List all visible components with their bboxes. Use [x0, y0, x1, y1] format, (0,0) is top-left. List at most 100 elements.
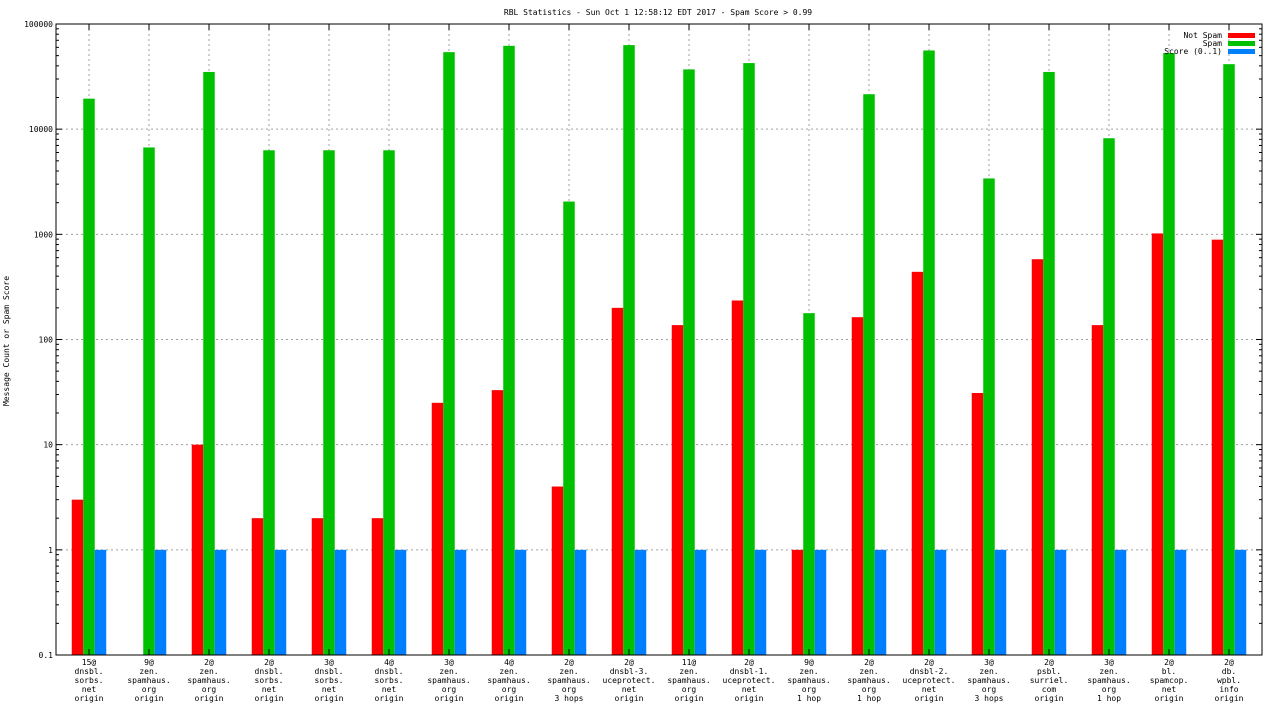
- bar-spam: [143, 147, 155, 655]
- bar-not-spam: [1031, 259, 1044, 655]
- bar-spam: [923, 50, 935, 655]
- y-tick-label: 0.1: [39, 651, 54, 660]
- bar-score-0-1: [1054, 549, 1067, 655]
- bar-not-spam: [431, 402, 444, 655]
- bar-not-spam: [551, 486, 564, 655]
- bar-not-spam: [1091, 325, 1104, 655]
- bar-spam: [1043, 71, 1055, 655]
- bar-spam: [383, 150, 395, 655]
- x-tick-label: 2@ zen. spamhaus. org 1 hop: [847, 658, 890, 703]
- bar-spam: [83, 98, 95, 656]
- legend-label: Spam: [1203, 39, 1222, 48]
- x-tick-label: 9@ zen. spamhaus. org 1 hop: [787, 658, 830, 703]
- bar-spam: [323, 150, 335, 655]
- bar-score-0-1: [754, 549, 767, 655]
- x-tick-label: 2@ dnsbl-2. uceprotect. net origin: [903, 658, 956, 703]
- x-tick-label: 3@ zen. spamhaus. org origin: [427, 658, 470, 703]
- legend-swatch: [1228, 41, 1255, 46]
- bar-score-0-1: [1174, 549, 1187, 655]
- bar-not-spam: [671, 325, 684, 655]
- x-tick-label: 2@ bl. spamcop. net origin: [1150, 658, 1189, 703]
- bar-not-spam: [611, 307, 624, 655]
- bar-score-0-1: [1114, 549, 1127, 655]
- legend-swatch: [1228, 33, 1255, 38]
- x-tick-label: 4@ dnsbl. sorbs. net origin: [375, 658, 404, 703]
- bar-spam: [983, 178, 995, 656]
- bar-score-0-1: [94, 549, 107, 655]
- bar-score-0-1: [214, 549, 227, 655]
- bar-spam: [1103, 138, 1115, 655]
- x-tick-label: 3@ zen. spamhaus. org 3 hops: [967, 658, 1010, 703]
- bar-not-spam: [1151, 233, 1164, 655]
- x-tick-label: 2@ psbl. surriel. com origin: [1030, 658, 1069, 703]
- bar-not-spam: [491, 390, 504, 655]
- x-axis-labels: 15@ dnsbl. sorbs. net origin 9@ zen. spamhaus. o…: [75, 658, 1244, 703]
- axis-ticks: 0.1 1 10 100 1000 10000 100000: [24, 20, 1262, 660]
- y-axis-label: Message Count or Spam Score: [2, 276, 11, 406]
- x-tick-label: 9@ zen. spamhaus. org origin: [127, 658, 170, 703]
- bar-spam: [803, 313, 815, 655]
- bar-not-spam: [791, 549, 804, 655]
- x-tick-label: 4@ zen. spamhaus. org origin: [487, 658, 530, 703]
- y-tick-label: 100: [39, 336, 54, 345]
- legend-label: Score (0..1): [1164, 47, 1222, 56]
- bar-score-0-1: [574, 549, 587, 655]
- bars: [71, 45, 1247, 656]
- bar-score-0-1: [934, 549, 947, 655]
- bar-not-spam: [971, 392, 984, 655]
- bar-score-0-1: [394, 549, 407, 655]
- x-tick-label: 15@ dnsbl. sorbs. net origin: [75, 658, 104, 703]
- bar-not-spam: [311, 518, 324, 655]
- x-tick-label: 3@ dnsbl. sorbs. net origin: [315, 658, 344, 703]
- bar-not-spam: [191, 444, 204, 655]
- gridlines: [56, 24, 1262, 655]
- bar-not-spam: [911, 271, 924, 655]
- bar-score-0-1: [874, 549, 887, 655]
- bar-score-0-1: [154, 549, 167, 655]
- x-tick-label: 3@ zen. spamhaus. org 1 hop: [1087, 658, 1130, 703]
- bar-spam: [743, 63, 755, 655]
- bar-score-0-1: [334, 549, 347, 655]
- bar-not-spam: [71, 499, 84, 655]
- bar-score-0-1: [514, 549, 527, 655]
- y-tick-label: 10000: [29, 125, 53, 134]
- x-tick-label: 2@ dnsbl. sorbs. net origin: [255, 658, 284, 703]
- bar-score-0-1: [454, 549, 467, 655]
- y-tick-label: 10: [43, 441, 53, 450]
- y-tick-label: 1: [48, 546, 53, 555]
- bar-spam: [863, 94, 875, 656]
- bar-score-0-1: [814, 549, 827, 655]
- x-tick-label: 2@ db. wpbl. info origin: [1215, 658, 1244, 703]
- legend-label: Not Spam: [1183, 31, 1222, 40]
- legend-swatch: [1228, 49, 1255, 54]
- bar-spam: [1223, 64, 1235, 656]
- bar-score-0-1: [694, 549, 707, 655]
- bar-score-0-1: [634, 549, 647, 655]
- bar-not-spam: [731, 300, 744, 655]
- y-tick-label: 1000: [34, 230, 53, 239]
- chart-title: RBL Statistics - Sun Oct 1 12:58:12 EDT …: [504, 8, 812, 17]
- bar-not-spam: [251, 518, 264, 655]
- bar-spam: [683, 69, 695, 656]
- bar-score-0-1: [274, 549, 287, 655]
- bar-spam: [443, 52, 455, 656]
- x-tick-label: 11@ zen. spamhaus. org origin: [667, 658, 710, 703]
- bar-not-spam: [1211, 239, 1224, 655]
- x-tick-label: 2@ dnsbl-1. uceprotect. net origin: [723, 658, 776, 703]
- bar-spam: [563, 201, 575, 655]
- x-tick-label: 2@ dnsbl-3. uceprotect. net origin: [603, 658, 656, 703]
- y-tick-label: 100000: [24, 20, 53, 29]
- bar-spam: [623, 45, 635, 656]
- bar-spam: [1163, 52, 1175, 655]
- bar-spam: [503, 45, 515, 655]
- bar-not-spam: [851, 317, 864, 655]
- x-tick-label: 2@ zen. spamhaus. org 3 hops: [547, 658, 590, 703]
- bar-score-0-1: [994, 549, 1007, 655]
- bar-score-0-1: [1234, 549, 1247, 655]
- x-tick-label: 2@ zen. spamhaus. org origin: [187, 658, 230, 703]
- bar-not-spam: [371, 518, 384, 655]
- bar-spam: [263, 150, 275, 655]
- bar-spam: [203, 71, 215, 655]
